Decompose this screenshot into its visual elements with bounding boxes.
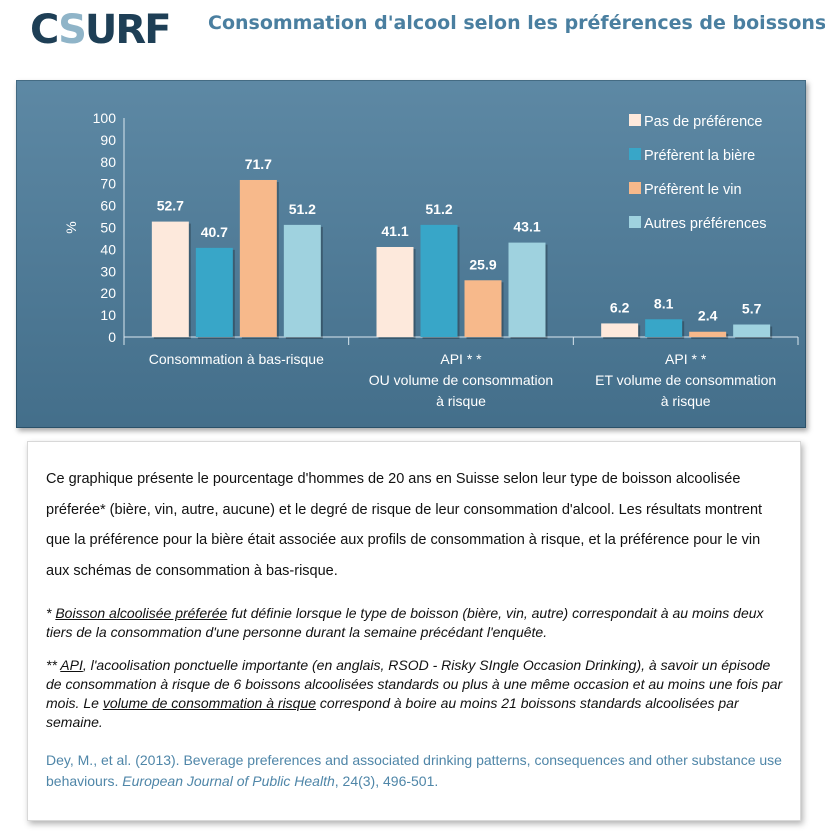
y-tick-label: 60: [100, 198, 116, 214]
footnote-text: fut définie lorsque le type de boisson (…: [46, 605, 764, 640]
legend-swatch: [629, 216, 641, 228]
bar: [645, 319, 683, 337]
csurf-logo: CSURF: [30, 7, 172, 50]
bar: [376, 246, 414, 337]
footnote-preferred-beverage: * Boisson alcoolisée préferée fut défini…: [46, 604, 786, 642]
citation-authors: Dey, M., et al. (2013). Beverage prefere…: [46, 752, 782, 789]
legend-label: Préfèrent le vin: [644, 182, 742, 198]
y-tick-label: 10: [100, 307, 116, 323]
x-tick-label: API * *: [665, 351, 707, 367]
x-tick-label: OU volume de consommation: [369, 372, 553, 388]
bar: [420, 224, 458, 337]
citation-volume: , 24(3), 496-501.: [334, 773, 439, 789]
footnote-api: ** API, l'acoolisation ponctuelle import…: [46, 656, 786, 732]
data-label: 41.1: [381, 223, 408, 239]
data-label: 2.4: [698, 308, 718, 324]
citation: Dey, M., et al. (2013). Beverage prefere…: [46, 750, 786, 792]
bar: [239, 179, 277, 337]
data-label: 52.7: [157, 198, 184, 214]
citation-journal: European Journal of Public Health: [122, 773, 335, 789]
y-tick-label: 80: [100, 154, 116, 170]
legend-label: Autres préférences: [644, 216, 767, 232]
legend-swatch: [629, 148, 641, 160]
y-tick-label: 20: [100, 285, 116, 301]
x-tick-label: ET volume de consommation: [595, 372, 776, 388]
bar: [195, 247, 233, 337]
bar: [151, 221, 189, 337]
bar: [283, 224, 321, 337]
footnote-term: Boisson alcoolisée préferée: [55, 605, 228, 621]
page-title: Consommation d'alcool selon les préféren…: [208, 12, 825, 34]
legend-label: Pas de préférence: [644, 114, 763, 130]
svg-text:CSURF: CSURF: [30, 7, 170, 50]
y-tick-label: 50: [100, 220, 116, 236]
x-tick-label: API * *: [440, 351, 482, 367]
y-tick-label: 30: [100, 263, 116, 279]
bar: [601, 323, 639, 337]
data-label: 25.9: [469, 256, 496, 272]
bar: [733, 324, 771, 337]
footnote-text: , l'acoolisation ponctuelle importante (…: [46, 657, 783, 711]
y-tick-label: 100: [93, 110, 117, 126]
y-tick-label: 0: [108, 329, 116, 345]
y-axis-label: %: [63, 221, 79, 233]
x-tick-label: Consommation à bas-risque: [149, 351, 324, 367]
y-tick-label: 90: [100, 132, 116, 148]
data-label: 71.7: [245, 156, 272, 172]
data-label: 6.2: [610, 299, 630, 315]
footnote-marker: *: [46, 605, 56, 621]
x-tick-label: à risque: [661, 393, 711, 409]
description-panel: Ce graphique présente le pourcentage d'h…: [27, 441, 801, 821]
data-label: 43.1: [513, 219, 540, 235]
chart-description: Ce graphique présente le pourcentage d'h…: [46, 471, 763, 579]
data-label: 51.2: [425, 201, 452, 217]
bar: [464, 280, 502, 337]
chart-panel: 0 10 20 30 40 50 60 70 80 90 100% 52.7 40.7 71.7 51.2 C…: [16, 80, 806, 428]
footnote-marker: **: [46, 657, 61, 673]
footnote-term: API: [60, 657, 83, 673]
legend-label: Préfèrent la bière: [644, 148, 755, 164]
bar-chart: 0 10 20 30 40 50 60 70 80 90 100% 52.7 40.7 71.7 51.2 C…: [63, 110, 799, 409]
footnote-term-volume: volume de consommation à risque: [102, 695, 317, 711]
data-label: 8.1: [654, 295, 674, 311]
y-tick-label: 70: [100, 176, 116, 192]
data-label: 5.7: [742, 301, 762, 317]
data-label: 40.7: [201, 224, 228, 240]
legend-swatch: [629, 114, 641, 126]
y-tick-label: 40: [100, 241, 116, 257]
legend-swatch: [629, 182, 641, 194]
data-label: 51.2: [289, 201, 316, 217]
bar: [508, 242, 546, 337]
footnote-text-end: correspond à boire au moins 21 boissons …: [46, 695, 739, 730]
x-tick-label: à risque: [436, 393, 486, 409]
bar: [689, 331, 727, 337]
